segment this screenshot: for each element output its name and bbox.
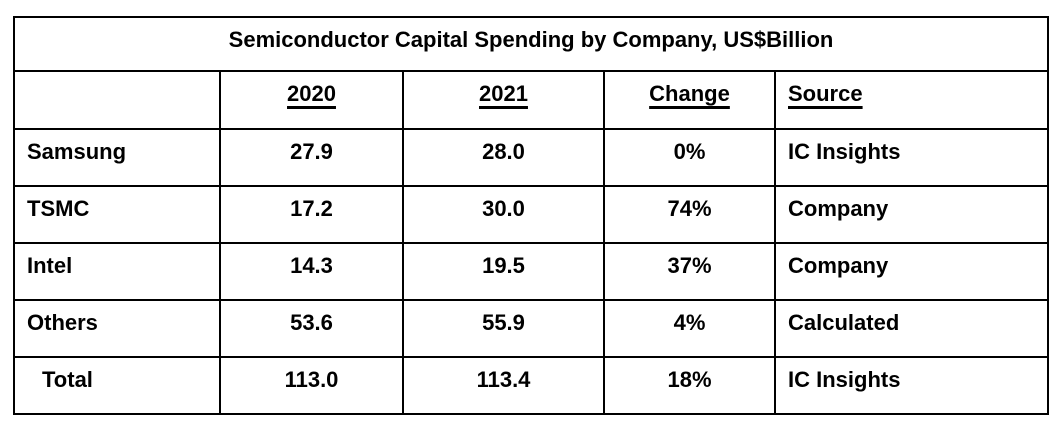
- header-2021: 2021: [402, 70, 605, 130]
- spending-table: Semiconductor Capital Spending by Compan…: [12, 16, 1050, 415]
- value-2021: 30.0: [402, 185, 605, 244]
- value-2020: 27.9: [219, 128, 404, 187]
- table-row-samsung: Samsung 27.9 28.0 0% IC Insights: [13, 128, 1050, 187]
- header-row: 2020 2021 Change Source: [13, 70, 1050, 130]
- value-2020: 17.2: [219, 185, 404, 244]
- value-2021: 28.0: [402, 128, 605, 187]
- header-2020: 2020: [219, 70, 404, 130]
- header-source: Source: [773, 70, 1050, 130]
- value-2020: 113.0: [219, 356, 404, 415]
- value-source: IC Insights: [773, 356, 1050, 415]
- value-2020: 14.3: [219, 242, 404, 301]
- row-label: TSMC: [13, 185, 221, 244]
- row-label: Samsung: [13, 128, 221, 187]
- value-2021: 19.5: [402, 242, 605, 301]
- table-row-tsmc: TSMC 17.2 30.0 74% Company: [13, 185, 1050, 244]
- value-source: IC Insights: [773, 128, 1050, 187]
- header-blank: [13, 70, 221, 130]
- spending-table-container: Semiconductor Capital Spending by Compan…: [12, 16, 1050, 415]
- row-label: Intel: [13, 242, 221, 301]
- value-change: 4%: [603, 299, 776, 358]
- value-change: 37%: [603, 242, 776, 301]
- table-row-others: Others 53.6 55.9 4% Calculated: [13, 299, 1050, 358]
- value-source: Company: [773, 242, 1050, 301]
- table-title: Semiconductor Capital Spending by Compan…: [12, 16, 1050, 72]
- value-change: 74%: [603, 185, 776, 244]
- table-row-total: Total 113.0 113.4 18% IC Insights: [13, 356, 1050, 415]
- header-change: Change: [603, 70, 776, 130]
- table-row-intel: Intel 14.3 19.5 37% Company: [13, 242, 1050, 301]
- value-2021: 113.4: [402, 356, 605, 415]
- value-source: Calculated: [773, 299, 1050, 358]
- value-2020: 53.6: [219, 299, 404, 358]
- title-row: Semiconductor Capital Spending by Compan…: [12, 16, 1050, 72]
- row-label: Others: [13, 299, 221, 358]
- value-source: Company: [773, 185, 1050, 244]
- value-2021: 55.9: [402, 299, 605, 358]
- row-label: Total: [13, 356, 221, 415]
- value-change: 18%: [603, 356, 776, 415]
- value-change: 0%: [603, 128, 776, 187]
